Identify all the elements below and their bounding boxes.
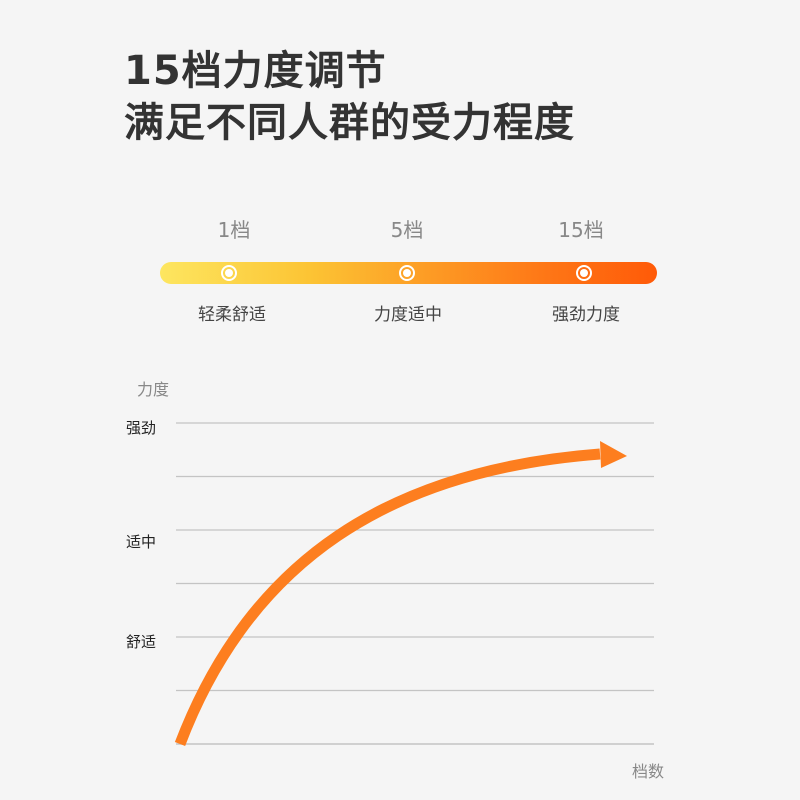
level-desc-gentle: 轻柔舒适 bbox=[198, 305, 266, 325]
curve-layer bbox=[174, 441, 627, 746]
force-curve-line bbox=[174, 448, 601, 746]
level-marker-15 bbox=[576, 265, 592, 281]
curve-arrowhead bbox=[600, 441, 627, 468]
level-label-5: 5档 bbox=[390, 218, 424, 242]
headline-line-1: 15档力度调节 bbox=[124, 48, 387, 94]
level-marker-1 bbox=[221, 265, 237, 281]
level-marker-5 bbox=[399, 265, 415, 281]
level-label-15: 15档 bbox=[558, 218, 604, 242]
x-axis-title: 档数 bbox=[632, 762, 665, 781]
y-tick-label-strong: 强劲 bbox=[126, 419, 157, 437]
y-axis-title: 力度 bbox=[137, 380, 170, 399]
y-tick-label-moderate: 适中 bbox=[126, 533, 157, 551]
level-desc-strong: 强劲力度 bbox=[552, 305, 620, 325]
level-desc-moderate: 力度适中 bbox=[374, 305, 442, 325]
headline-line-2: 满足不同人群的受力程度 bbox=[124, 100, 575, 146]
grid-lines bbox=[176, 422, 654, 745]
level-label-1: 1档 bbox=[217, 218, 251, 242]
y-tick-label-gentle: 舒适 bbox=[126, 633, 157, 651]
